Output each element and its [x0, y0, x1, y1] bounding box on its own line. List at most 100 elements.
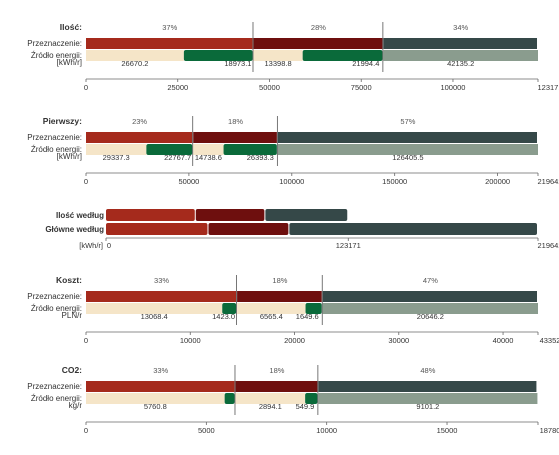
value-label: 126405.5 — [392, 153, 423, 162]
percent-label: 18% — [272, 276, 287, 285]
source-bar-segment — [86, 50, 184, 61]
value-label: 1423.0 — [212, 312, 235, 321]
x-tick-label: 43352 — [540, 336, 559, 345]
percent-label: 33% — [154, 276, 169, 285]
x-tick-label: 219642 — [537, 177, 559, 186]
percent-label: 18% — [269, 366, 284, 375]
compare-bar-segment — [265, 209, 348, 221]
source-bar-segment — [305, 393, 318, 404]
purpose-bar-segment — [237, 291, 322, 302]
value-label: 29337.3 — [103, 153, 130, 162]
compare-bar-segment — [208, 223, 289, 235]
purpose-bar-segment — [86, 38, 253, 49]
row-label-source: Źródło energii: — [31, 51, 82, 60]
x-tick-label: 123171 — [336, 241, 361, 250]
x-tick-label: 50000 — [178, 177, 199, 186]
purpose-bar-segment — [277, 132, 538, 143]
chart-title: CO2: — [62, 365, 82, 375]
source-bar-segment — [146, 144, 193, 155]
x-tick-label: 10000 — [180, 336, 201, 345]
purpose-bar-segment — [86, 381, 235, 392]
percent-label: 33% — [153, 366, 168, 375]
row-label-purpose: Przeznaczenie: — [27, 382, 82, 391]
row-label-source: Źródło energii: — [31, 394, 82, 403]
source-bar-segment — [222, 303, 237, 314]
row-label-purpose: Przeznaczenie: — [27, 39, 82, 48]
purpose-bar-segment — [383, 38, 538, 49]
source-bar-segment — [302, 50, 383, 61]
value-label: 5760.8 — [144, 402, 167, 411]
compare-bar-segment — [195, 209, 265, 221]
purpose-bar-segment — [86, 291, 237, 302]
row-label-source: Źródło energii: — [31, 304, 82, 313]
value-label: 6565.4 — [260, 312, 283, 321]
x-tick-label: 40000 — [493, 336, 514, 345]
x-tick-label: 15000 — [437, 426, 458, 435]
value-label: 13068.4 — [141, 312, 168, 321]
source-bar-segment — [305, 303, 322, 314]
value-label: 549.9 — [296, 402, 315, 411]
source-bar-segment — [223, 144, 277, 155]
value-label: 13398.8 — [265, 59, 292, 68]
compare-row-label: Ilość według — [56, 211, 104, 220]
source-bar-segment — [253, 50, 303, 61]
source-bar-segment — [235, 393, 306, 404]
compare-row-label: Główne według — [45, 225, 104, 234]
purpose-bar-segment — [235, 381, 318, 392]
source-bar-segment — [318, 393, 538, 404]
chart-title: Koszt: — [56, 275, 82, 285]
x-tick-label: 150000 — [382, 177, 407, 186]
value-label: 21994.4 — [352, 59, 379, 68]
percent-label: 23% — [132, 117, 147, 126]
value-label: 22767.7 — [164, 153, 191, 162]
x-tick-label: 0 — [84, 426, 88, 435]
x-tick-label: 30000 — [388, 336, 409, 345]
unit-label: kg/r — [69, 401, 83, 410]
compare-bar-segment — [289, 223, 538, 235]
row-label-source: Źródło energii: — [31, 145, 82, 154]
source-bar-segment — [86, 393, 225, 404]
value-label: 1649.6 — [296, 312, 319, 321]
source-bar-segment — [383, 50, 539, 61]
value-label: 20646.2 — [417, 312, 444, 321]
purpose-bar-segment — [193, 132, 277, 143]
source-bar-segment — [322, 303, 539, 314]
value-label: 14738.6 — [195, 153, 222, 162]
purpose-bar-segment — [318, 381, 537, 392]
value-label: 9101.2 — [416, 402, 439, 411]
source-bar-segment — [237, 303, 306, 314]
unit-label: [kWh/r] — [57, 58, 82, 67]
x-tick-label: 0 — [84, 177, 88, 186]
compare-bar-segment — [106, 223, 208, 235]
purpose-bar-segment — [322, 291, 538, 302]
percent-label: 37% — [162, 23, 177, 32]
x-tick-label: 123171 — [537, 83, 559, 92]
chart-title: Ilość: — [60, 22, 82, 32]
x-tick-label: 219642 — [537, 241, 559, 250]
unit-label: PLN/r — [62, 311, 83, 320]
x-tick-label: 200000 — [485, 177, 510, 186]
purpose-bar-segment — [86, 132, 193, 143]
percent-label: 28% — [311, 23, 326, 32]
source-bar-segment — [86, 144, 147, 155]
source-bar-segment — [183, 50, 253, 61]
x-tick-label: 25000 — [167, 83, 188, 92]
x-tick-label: 100000 — [279, 177, 304, 186]
x-tick-label: 5000 — [198, 426, 215, 435]
source-bar-segment — [224, 393, 235, 404]
x-tick-label: 0 — [84, 336, 88, 345]
source-bar-segment — [277, 144, 539, 155]
unit-label: [kWh/r] — [57, 152, 82, 161]
row-label-purpose: Przeznaczenie: — [27, 133, 82, 142]
source-bar-segment — [86, 303, 223, 314]
value-label: 26393.3 — [247, 153, 274, 162]
percent-label: 34% — [453, 23, 468, 32]
x-tick-label: 18780 — [540, 426, 559, 435]
percent-label: 57% — [400, 117, 415, 126]
row-label-purpose: Przeznaczenie: — [27, 292, 82, 301]
x-tick-label: 20000 — [284, 336, 305, 345]
unit-label: [kWh/r] — [79, 241, 103, 250]
source-bar-segment — [193, 144, 224, 155]
value-label: 26670.2 — [121, 59, 148, 68]
